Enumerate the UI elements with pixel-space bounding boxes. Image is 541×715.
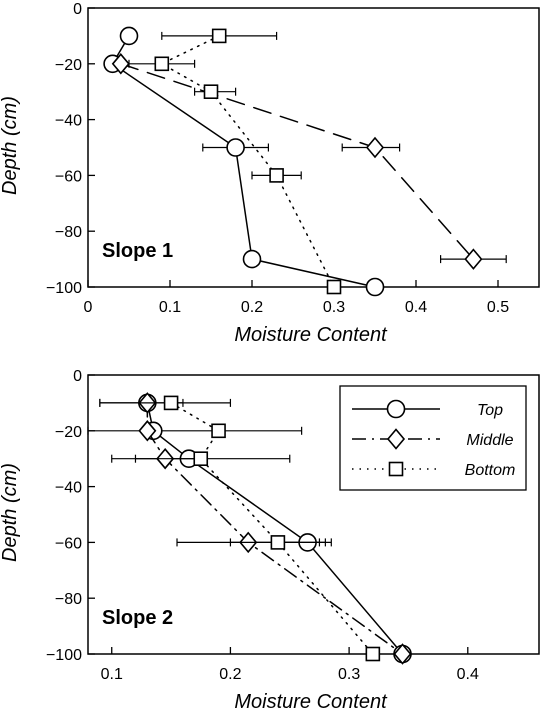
diamond-marker [393, 643, 412, 665]
plot-frame [87, 374, 540, 655]
plot-frame [87, 7, 540, 288]
panel-2: 0 −20 −40 −60 −80 −100 0.1 0.2 0.3 0.4 Moisture Co… [0, 368, 540, 713]
square-marker [326, 279, 342, 295]
y-tick-label: −80 [55, 591, 82, 608]
y-axis-title: Depth (cm) [0, 96, 21, 195]
diamond-marker [111, 53, 130, 75]
x-tick-label: 0.2 [241, 299, 263, 316]
panel-label: Slope 2 [102, 607, 173, 629]
y-tick-label: −20 [55, 424, 82, 441]
y-tick-label: −20 [55, 57, 82, 74]
y-tick-label: 0 [73, 1, 82, 18]
panel-label: Slope 1 [102, 240, 173, 262]
legend-diamond-marker [386, 428, 406, 450]
y-tick-label: −100 [46, 280, 82, 297]
series-line [120, 63, 475, 260]
x-tick-label: 0.1 [159, 299, 181, 316]
y-tick-label: −60 [55, 168, 82, 185]
y-tick-label: −40 [55, 480, 82, 497]
x-axis-title: Moisture Content [234, 324, 388, 346]
y-tick-label: −80 [55, 224, 82, 241]
diamond-marker [138, 420, 157, 442]
square-marker [154, 56, 170, 72]
x-axis-title: Moisture Content [234, 691, 388, 713]
legend-label: Top [477, 402, 503, 419]
legend: Top Middle Bottom [339, 385, 527, 491]
legend-box [339, 385, 527, 491]
series-bottom [128, 28, 342, 295]
x-tick-label: 0.5 [487, 299, 509, 316]
legend-square-marker [388, 461, 404, 477]
legend-label: Middle [466, 432, 513, 449]
diamond-marker [464, 248, 483, 270]
square-marker [211, 423, 226, 439]
y-tick-label: 0 [73, 368, 82, 385]
circle-marker [226, 138, 245, 157]
legend-label: Bottom [465, 462, 516, 479]
circle-marker [242, 249, 262, 269]
x-tick-label: 0.3 [323, 299, 345, 316]
y-tick-label: −100 [46, 647, 82, 664]
y-tick-label: −60 [55, 535, 82, 552]
series-line [160, 35, 335, 288]
square-marker [269, 168, 284, 183]
square-marker [203, 84, 219, 99]
y-tick-label: −40 [55, 113, 82, 130]
square-marker [365, 646, 381, 662]
y-axis-title: Depth (cm) [0, 463, 21, 562]
x-tick-label: 0 [84, 299, 93, 316]
x-tick-label: 0.3 [338, 666, 360, 683]
x-tick-label: 0.4 [405, 299, 427, 316]
x-tick-label: 0.4 [457, 666, 479, 683]
legend-circle-marker [386, 399, 406, 419]
square-marker [163, 395, 179, 411]
square-marker [211, 28, 227, 44]
circle-marker [365, 277, 385, 297]
circle-marker [119, 26, 139, 46]
square-marker [270, 535, 286, 550]
x-tick-label: 0.2 [219, 666, 241, 683]
square-marker [193, 451, 209, 467]
series-bottom [99, 395, 381, 662]
diamond-marker [365, 136, 385, 159]
series-middle [111, 53, 507, 270]
x-tick-label: 0.1 [101, 666, 123, 683]
